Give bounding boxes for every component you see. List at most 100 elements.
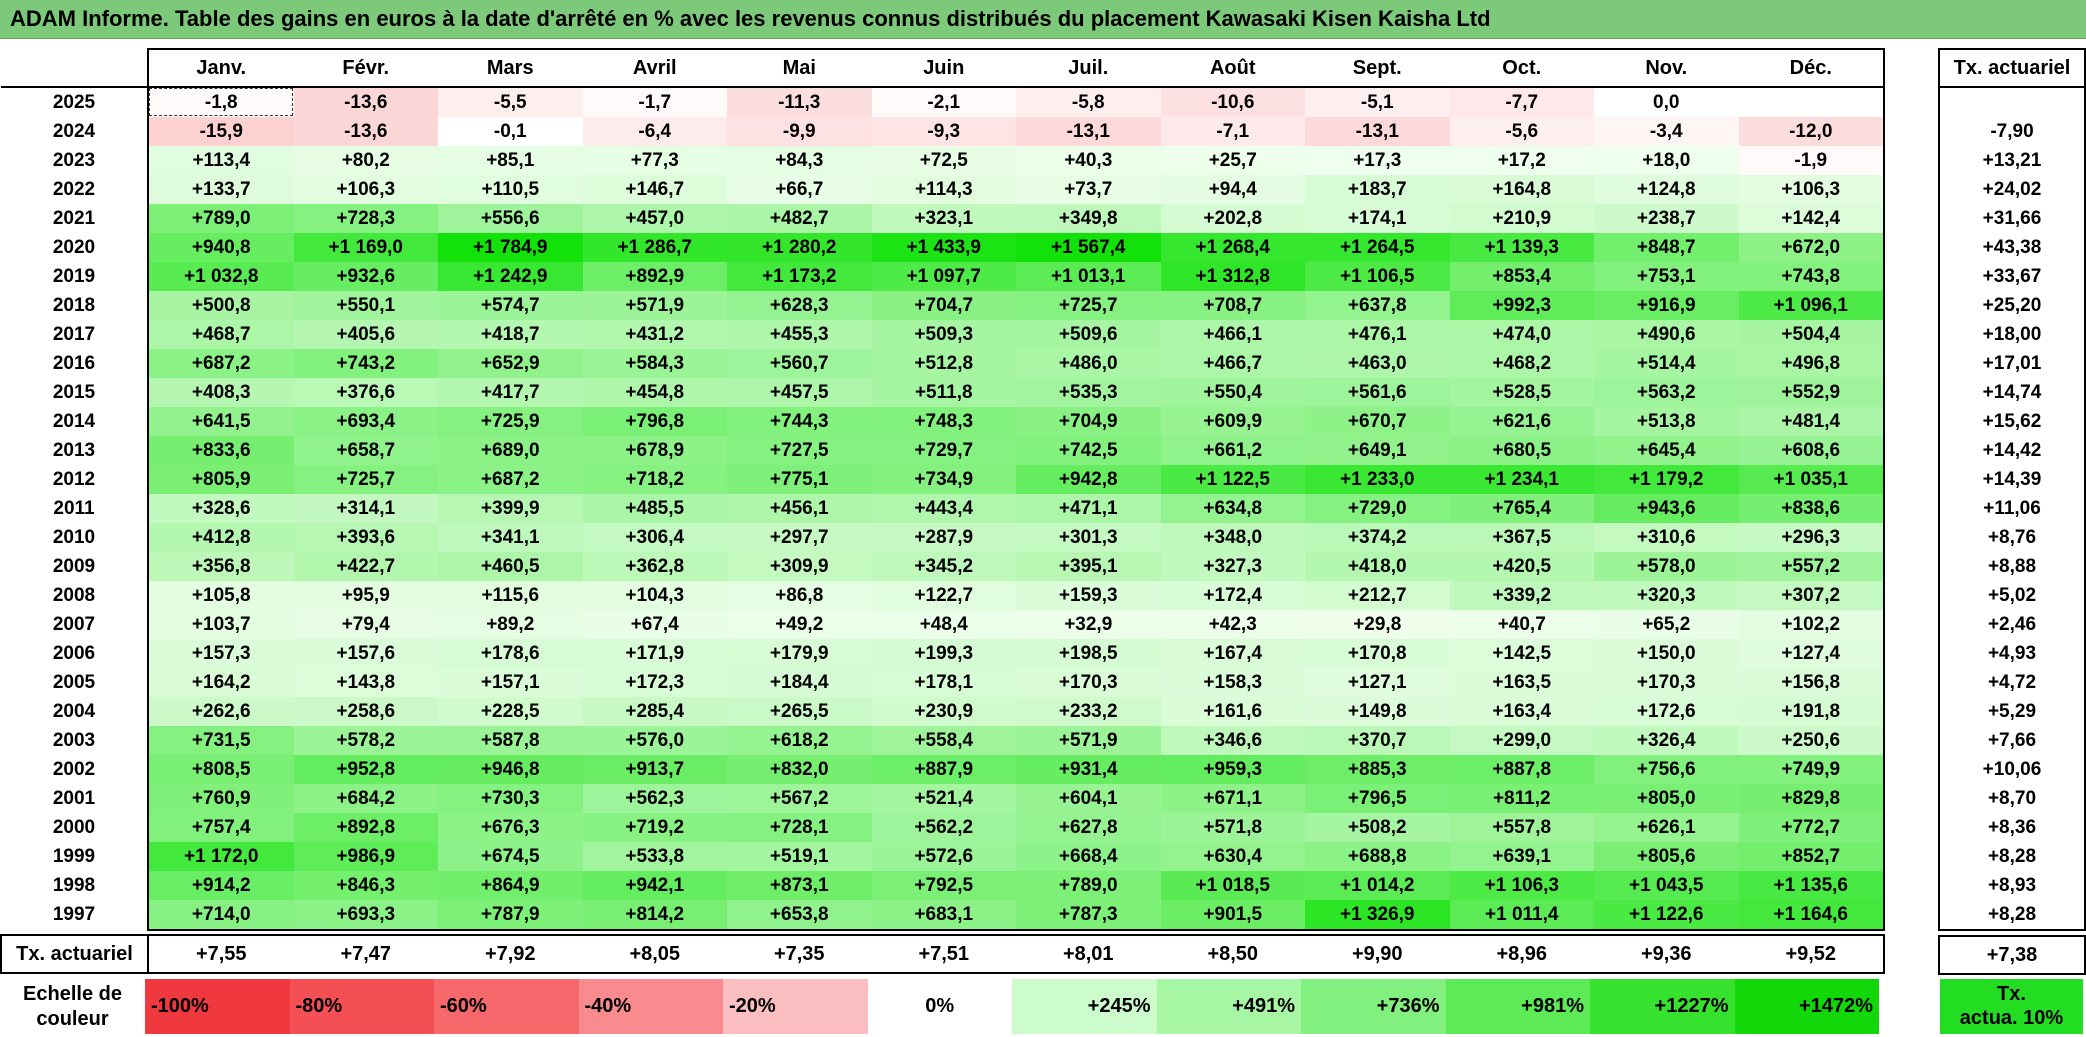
year-label: 2025 bbox=[52, 91, 96, 113]
value-cell: +805,9 bbox=[147, 465, 294, 494]
value-cell: +466,1 bbox=[1160, 320, 1305, 349]
value-cell: +562,3 bbox=[582, 784, 727, 813]
value-cell: +1 043,5 bbox=[1594, 871, 1739, 900]
year-label: 2017 bbox=[52, 323, 96, 345]
value-cell: -1,7 bbox=[582, 87, 727, 117]
value-cell: +1 326,9 bbox=[1305, 900, 1450, 931]
table-row: 2012 +805,9 +725,7 +687,2 +718,2 +775,1 +734,9… bbox=[1, 465, 1885, 494]
gains-table-area: Janv. Févr. Mars Avril Mai Juin Juil. Août Sept.… bbox=[0, 48, 1885, 974]
table-row: 2023 +113,4 +80,2 +85,1 +77,3 +84,3 +72,5 +40,3… bbox=[1, 146, 1885, 175]
value-cell: +309,9 bbox=[727, 552, 872, 581]
value-cell: +668,4 bbox=[1016, 842, 1161, 871]
value-cell: +370,7 bbox=[1305, 726, 1450, 755]
value-cell: -5,1 bbox=[1305, 87, 1450, 117]
value-cell: +571,9 bbox=[1016, 726, 1161, 755]
value-cell: +170,3 bbox=[1594, 668, 1739, 697]
value-cell: +1 784,9 bbox=[438, 233, 583, 262]
value-cell: +578,0 bbox=[1594, 552, 1739, 581]
value-cell: +514,4 bbox=[1594, 349, 1739, 378]
value-cell: +533,8 bbox=[582, 842, 727, 871]
value-cell: +992,3 bbox=[1449, 291, 1594, 320]
value-cell: +714,0 bbox=[147, 900, 294, 931]
value-cell: +550,1 bbox=[293, 291, 438, 320]
value-cell: +757,4 bbox=[147, 813, 294, 842]
value-cell: +811,2 bbox=[1449, 784, 1594, 813]
footer-row: Tx. actuariel +7,55 +7,47 +7,92 +8,05 +7,35 +7… bbox=[0, 934, 1885, 974]
value-cell: +346,6 bbox=[1160, 726, 1305, 755]
footer-rate-cell: +7,92 bbox=[438, 934, 583, 974]
value-cell: +687,2 bbox=[147, 349, 294, 378]
value-cell: +482,7 bbox=[727, 204, 872, 233]
value-cell: +376,6 bbox=[293, 378, 438, 407]
gains-table: Janv. Févr. Mars Avril Mai Juin Juil. Août Sept.… bbox=[0, 48, 1885, 974]
value-cell: +94,4 bbox=[1160, 175, 1305, 204]
value-cell: +102,2 bbox=[1738, 610, 1885, 639]
value-cell: -9,9 bbox=[727, 117, 872, 146]
value-cell: +341,1 bbox=[438, 523, 583, 552]
value-cell: +29,8 bbox=[1305, 610, 1450, 639]
value-cell: +609,9 bbox=[1160, 407, 1305, 436]
value-cell: +684,2 bbox=[293, 784, 438, 813]
value-cell: +676,3 bbox=[438, 813, 583, 842]
value-cell: -13,1 bbox=[1016, 117, 1161, 146]
footer-rate-cell: +9,90 bbox=[1305, 934, 1450, 974]
value-cell: +509,3 bbox=[871, 320, 1016, 349]
value-cell: -13,6 bbox=[293, 87, 438, 117]
value-cell: +1 233,0 bbox=[1305, 465, 1450, 494]
value-cell: +301,3 bbox=[1016, 523, 1161, 552]
value-cell: +77,3 bbox=[582, 146, 727, 175]
value-cell: +556,6 bbox=[438, 204, 583, 233]
value-cell: +105,8 bbox=[147, 581, 294, 610]
value-cell: +1 312,8 bbox=[1160, 262, 1305, 291]
year-label: 2009 bbox=[52, 555, 96, 577]
footer-label: Tx. actuariel bbox=[0, 934, 149, 974]
value-cell: +639,1 bbox=[1449, 842, 1594, 871]
table-row: 2025 -1,8 -13,6 -5,5 -1,7 -11,3 -2,1 -5,8 -10,6-… bbox=[1, 87, 1885, 117]
value-cell: +637,8 bbox=[1305, 291, 1450, 320]
value-cell: +789,0 bbox=[147, 204, 294, 233]
value-cell: +787,3 bbox=[1016, 900, 1161, 931]
year-label: 2006 bbox=[52, 642, 96, 664]
value-cell: +946,8 bbox=[438, 755, 583, 784]
value-cell: +734,9 bbox=[871, 465, 1016, 494]
value-cell: +1 234,1 bbox=[1449, 465, 1594, 494]
value-cell: +339,2 bbox=[1449, 581, 1594, 610]
rate-cell: +43,38 bbox=[1938, 233, 2086, 262]
value-cell: +40,7 bbox=[1449, 610, 1594, 639]
month-header-1: Janv. bbox=[147, 48, 294, 88]
value-cell: +892,8 bbox=[293, 813, 438, 842]
value-cell: +500,8 bbox=[147, 291, 294, 320]
value-cell: +115,6 bbox=[438, 581, 583, 610]
value-cell: +838,6 bbox=[1738, 494, 1885, 523]
value-cell: +649,1 bbox=[1305, 436, 1450, 465]
year-label: 2024 bbox=[52, 120, 96, 142]
value-cell: +48,4 bbox=[871, 610, 1016, 639]
value-cell: +367,5 bbox=[1449, 523, 1594, 552]
year-label: 2013 bbox=[52, 439, 96, 461]
value-cell: +572,6 bbox=[871, 842, 1016, 871]
value-cell: +574,7 bbox=[438, 291, 583, 320]
value-cell: +1 014,2 bbox=[1305, 871, 1450, 900]
value-cell bbox=[1738, 87, 1885, 117]
value-cell: +49,2 bbox=[727, 610, 872, 639]
rate-cell: +8,28 bbox=[1938, 842, 2086, 871]
value-cell: +728,1 bbox=[727, 813, 872, 842]
value-cell: +405,6 bbox=[293, 320, 438, 349]
value-cell: +528,5 bbox=[1449, 378, 1594, 407]
corner-cell bbox=[1, 49, 148, 88]
value-cell: +157,1 bbox=[438, 668, 583, 697]
legend-swatch: -60% bbox=[434, 979, 579, 1034]
value-cell: +814,2 bbox=[582, 900, 727, 931]
legend-swatch: 0% bbox=[867, 979, 1012, 1034]
rate-cell: +25,20 bbox=[1938, 291, 2086, 320]
rate-cell: +4,72 bbox=[1938, 668, 2086, 697]
year-label: 2004 bbox=[52, 700, 96, 722]
value-cell: +476,1 bbox=[1305, 320, 1450, 349]
year-label: 2010 bbox=[52, 526, 96, 548]
value-cell: +142,5 bbox=[1449, 639, 1594, 668]
value-cell: -13,1 bbox=[1305, 117, 1450, 146]
table-row: 2008 +105,8 +95,9 +115,6 +104,3 +86,8 +122,7 +1… bbox=[1, 581, 1885, 610]
value-cell: +959,3 bbox=[1160, 755, 1305, 784]
value-cell: +486,0 bbox=[1016, 349, 1161, 378]
year-label: 2000 bbox=[52, 816, 96, 838]
